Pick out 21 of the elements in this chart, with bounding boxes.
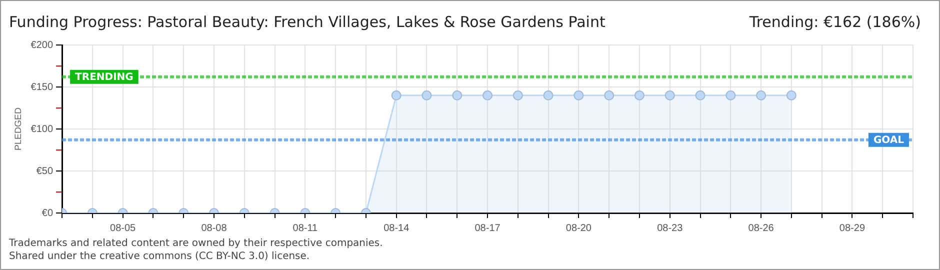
x-tick-label: 08-23 [657,222,684,234]
y-axis-title: PLEDGED [12,106,23,151]
x-tick-label: 08-29 [839,222,866,234]
x-tick-label: 08-05 [110,222,136,234]
x-tick-label: 08-17 [474,222,501,234]
text: Shared under the creative commons (CC BY-NC 3.0) license. [9,250,311,263]
text: Trending: €162 (186%) [749,13,921,31]
chart-title: Funding Progress: Pastoral Beauty: French Villages, Lakes & Rose Gardens Paint [9,13,606,31]
y-tick-label: €150 [30,82,54,93]
y-tick-label: €0 [42,208,54,219]
x-tick-label: 08-26 [748,222,774,234]
x-tick-label: 08-20 [566,222,592,234]
ref-line-label: TRENDING [75,72,134,84]
y-tick-label: €50 [36,166,54,177]
ref-line-label: GOAL [873,135,905,146]
y-tick-label: €200 [30,40,54,51]
x-tick-label: 08-11 [292,222,318,234]
x-tick-label: 08-08 [201,222,228,234]
y-tick-label: €100 [30,124,54,135]
text: Trademarks and related content are owned by their respective companies. [9,237,383,250]
x-tick-label: 08-14 [384,222,410,234]
